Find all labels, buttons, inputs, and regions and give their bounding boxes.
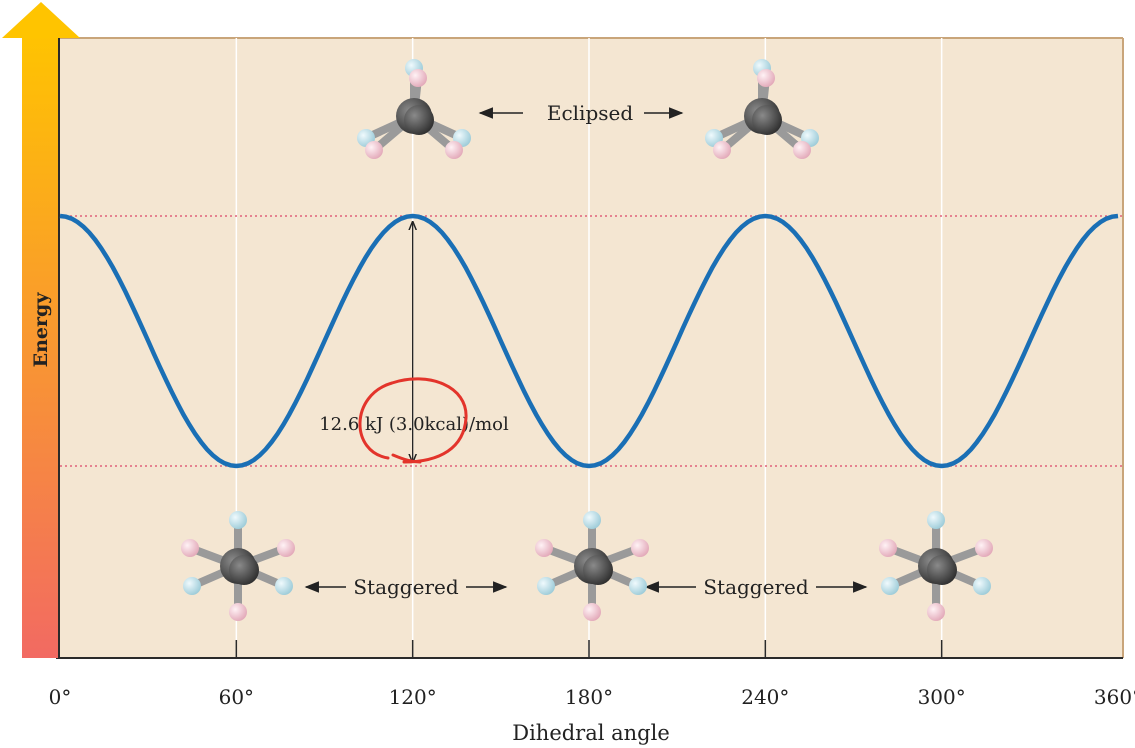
staggered-ethane-model (535, 511, 649, 621)
hydrogen-atom (365, 141, 383, 159)
x-tick-label: 180° (565, 685, 613, 709)
hydrogen-atom (583, 603, 601, 621)
hydrogen-atom (927, 603, 945, 621)
staggered-ethane-model (181, 511, 295, 621)
hydrogen-atom (535, 539, 553, 557)
hydrogen-atom (277, 539, 295, 557)
carbon-atom (583, 555, 613, 585)
molecule-models (181, 59, 993, 621)
hydrogen-atom (713, 141, 731, 159)
energy-barrier-label: 12.6 kJ (3.0kcal)/mol (319, 414, 509, 435)
energy-curve (59, 213, 1119, 469)
carbon-atom (752, 105, 782, 135)
hydrogen-atom (975, 539, 993, 557)
hydrogen-atom (881, 577, 899, 595)
handwritten-circle-annotation (358, 377, 468, 464)
y-axis-label: Energy (30, 292, 52, 368)
energy-axis-arrow-shaft (22, 30, 60, 658)
hydrogen-atom (629, 577, 647, 595)
x-tick-label: 240° (741, 685, 789, 709)
hydrogen-atom (409, 69, 427, 87)
hydrogen-atom (183, 577, 201, 595)
hydrogen-atom (229, 511, 247, 529)
carbon-atom (927, 555, 957, 585)
eclipsed-ethane-model (705, 59, 819, 159)
eclipsed-label: Eclipsed (547, 101, 633, 125)
hydrogen-atom (583, 511, 601, 529)
hydrogen-atom (275, 577, 293, 595)
staggered-ethane-model (879, 511, 993, 621)
x-tick-label: 60° (219, 685, 254, 709)
hydrogen-atom (757, 69, 775, 87)
x-axis-tick-labels: 0° 60° 120° 180° 240° 300° 360° (49, 685, 1135, 709)
x-tick-label: 120° (389, 685, 437, 709)
energy-axis-arrow-head (2, 2, 80, 38)
staggered-2-label: Staggered (703, 575, 809, 599)
hydrogen-atom (879, 539, 897, 557)
hydrogen-atom (927, 511, 945, 529)
hydrogen-atom (537, 577, 555, 595)
hydrogen-atom (973, 577, 991, 595)
hydrogen-atom (631, 539, 649, 557)
eclipsed-ethane-model (357, 59, 471, 159)
carbon-atom (229, 555, 259, 585)
hydrogen-atom (181, 539, 199, 557)
hydrogen-atom (793, 141, 811, 159)
x-axis-label: Dihedral angle (512, 721, 670, 745)
x-axis-ticks (235, 640, 943, 658)
x-tick-label: 300° (918, 685, 966, 709)
hydrogen-atom (445, 141, 463, 159)
x-tick-label: 360° (1094, 685, 1135, 709)
x-tick-label: 0° (49, 685, 72, 709)
hydrogen-atom (229, 603, 247, 621)
carbon-atom (404, 105, 434, 135)
staggered-1-label: Staggered (353, 575, 459, 599)
